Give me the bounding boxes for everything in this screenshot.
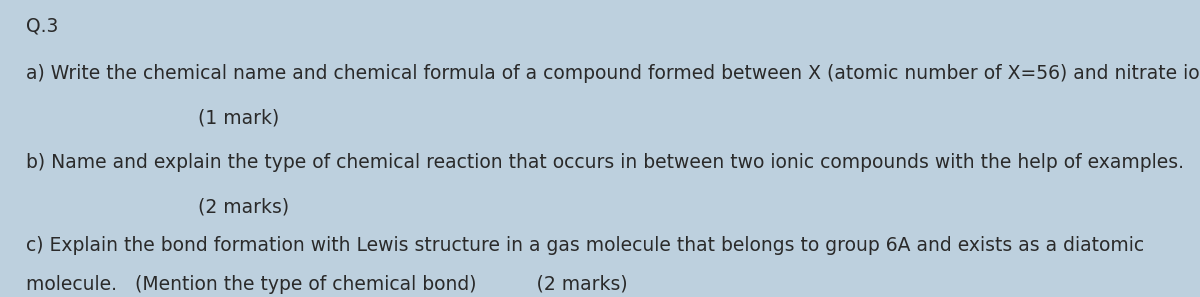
Text: b) Name and explain the type of chemical reaction that occurs in between two ion: b) Name and explain the type of chemical… (26, 153, 1184, 172)
Text: a) Write the chemical name and chemical formula of a compound formed between X (: a) Write the chemical name and chemical … (26, 64, 1200, 83)
Text: c) Explain the bond formation with Lewis structure in a gas molecule that belong: c) Explain the bond formation with Lewis… (26, 236, 1145, 255)
Text: Q.3: Q.3 (26, 17, 59, 36)
Text: (2 marks): (2 marks) (198, 198, 289, 217)
Text: molecule.   (Mention the type of chemical bond)          (2 marks): molecule. (Mention the type of chemical … (26, 275, 628, 294)
Text: (1 mark): (1 mark) (198, 109, 280, 128)
